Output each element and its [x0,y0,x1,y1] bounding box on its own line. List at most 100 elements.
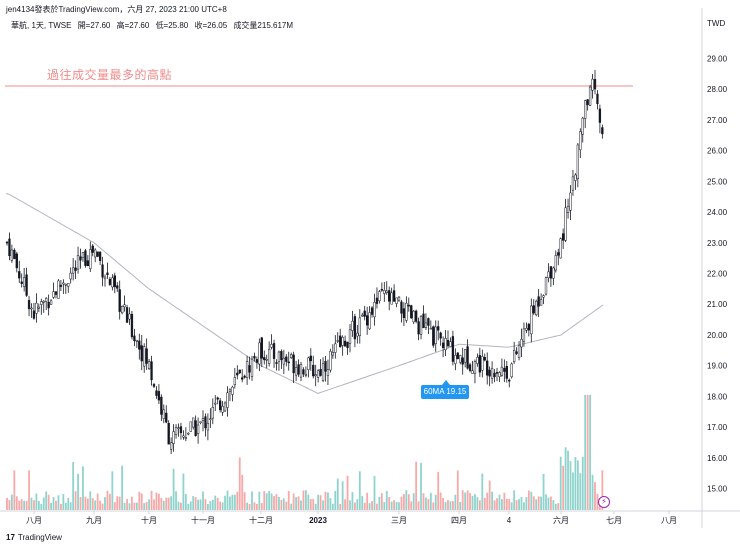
volume-bar [165,497,168,510]
currency-unit: TWD [707,19,726,28]
candle-body [358,317,361,336]
y-tick-label: 24.00 [707,208,728,217]
volume-bar [126,499,128,510]
volume-bar [33,500,35,510]
x-tick-label: 九月 [86,516,102,525]
volume-bar [192,496,195,510]
candle-body [174,427,178,435]
volume-bar [474,494,476,510]
volume-bar [101,503,104,510]
candle-body [579,131,582,151]
volume-bar [503,492,506,510]
candle-body [172,431,175,444]
ma-value-tag: 60MA 19.15 [421,380,469,399]
candle-body [459,355,462,363]
candle-body [133,335,136,342]
candle-body [549,266,553,279]
volume-bar [452,501,454,510]
candle-body [255,359,259,363]
candle-body [412,310,415,323]
volume-bar [407,494,410,510]
candle-body [584,100,587,119]
candle-body [454,354,457,364]
candle-body [165,412,168,423]
volume-bar [177,501,180,510]
candle-body [138,340,141,350]
candle-body [456,352,459,360]
volume-bar [336,478,339,510]
candle-body [351,320,354,331]
candle-body [231,386,234,395]
volume-bar [403,494,405,510]
candle-body [324,361,327,372]
candle-body [204,416,207,429]
candle-body [285,356,288,362]
volume-bar [145,501,148,510]
flash-icon[interactable]: ⚡ [598,496,610,508]
volume-bar [148,499,150,510]
volume-bar [545,494,547,510]
candle-body [422,313,425,329]
volume-bar [121,465,124,510]
volume-bar [444,502,447,510]
candle-body [13,249,16,259]
volume-bar [94,500,97,510]
candle-body [505,366,508,379]
volume-bar [562,465,565,510]
candle-body [468,364,472,371]
volume-bar [219,501,222,510]
candle-body [341,337,344,346]
volume-bar [270,493,273,510]
candle-body [525,327,528,331]
candle-body [18,271,21,279]
volume-bar [241,474,244,510]
candle-body [366,315,369,326]
volume-bar [586,395,589,510]
candle-body [554,255,557,271]
volume-bar [601,470,604,510]
candle-body [111,277,114,288]
candle-body [147,361,151,369]
y-tick-label: 17.00 [707,423,728,432]
volume-bar [45,491,48,510]
y-tick-label: 21.00 [707,300,728,309]
volume-bar [454,494,457,510]
volume-bar [216,497,219,510]
candle-body [312,364,315,377]
volume-bar [89,491,92,510]
candle-body [343,340,347,347]
candle-body [67,283,70,287]
volume-bar [20,499,23,510]
candle-body [581,117,584,135]
candle-body [373,301,376,318]
volume-bar [82,466,84,510]
x-tick-label: 2023 [309,516,327,525]
volume-bar [400,496,403,510]
candle-body [155,390,158,396]
candle-body [219,400,222,411]
resistance-annotation: 過往成交量最多的高點 [47,68,173,82]
volume-bar [187,503,190,510]
volume-bar [459,501,462,510]
candle-body [94,249,97,258]
volume-bar [280,499,283,510]
candle-body [30,307,33,310]
candle-body [368,312,371,330]
volume-bar [202,491,204,510]
volume-bar [380,493,383,510]
volume-bar [297,496,300,510]
volume-bar [356,499,359,510]
volume-bar [211,499,214,510]
volume-bar [371,501,373,510]
volume-bar [466,490,469,510]
candle-body [76,255,80,270]
candle-body [253,356,256,359]
ma-line [5,193,604,394]
volume-bar [344,499,346,510]
volume-bar [361,495,364,510]
volume-bar [77,473,79,510]
volume-bar [138,491,141,510]
candle-body [290,354,293,358]
volume-bar [339,503,342,510]
